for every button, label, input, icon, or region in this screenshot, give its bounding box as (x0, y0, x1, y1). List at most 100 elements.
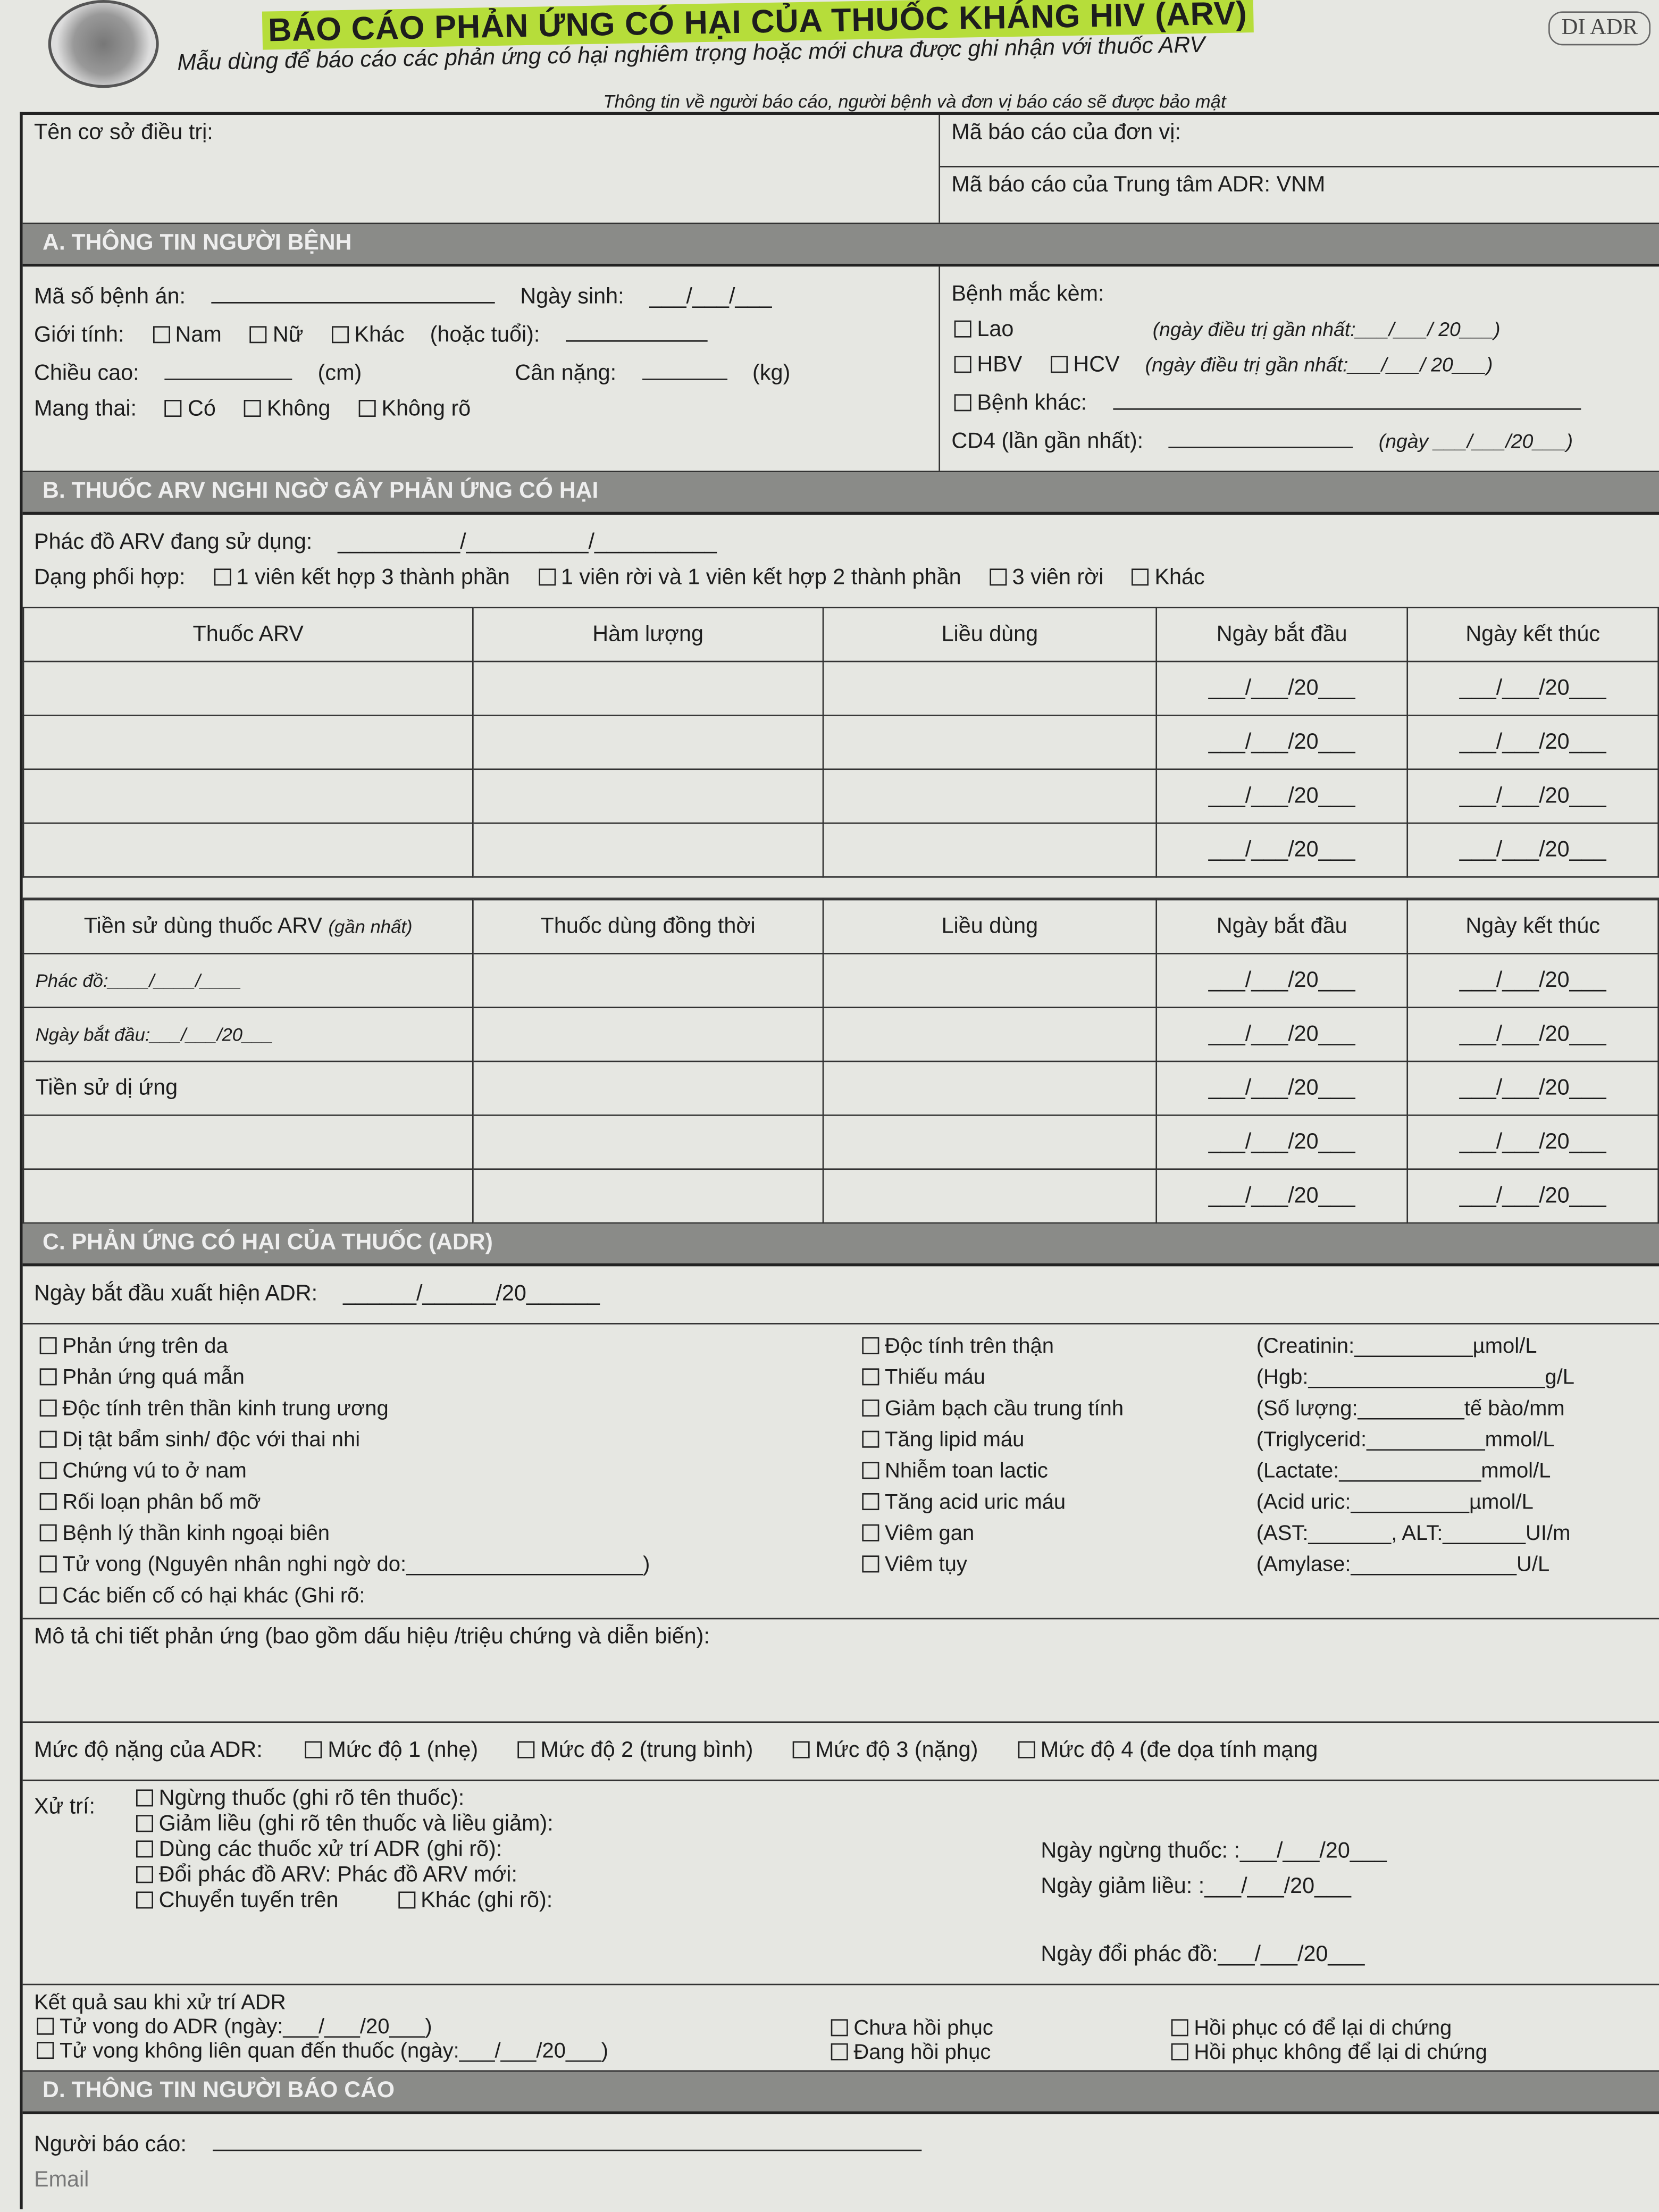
adr-type-option[interactable]: Độc tính trên thần kinh trung ương (37, 1397, 831, 1421)
cd4-input[interactable] (1169, 427, 1353, 448)
checkbox[interactable] (862, 1493, 879, 1511)
allergy-cell[interactable] (22, 1168, 474, 1224)
management-option[interactable]: Ngừng thuốc (ghi rõ tên thuốc): (133, 1787, 1041, 1812)
lab-value-input[interactable]: (Acid uric:__________µmol/L (1256, 1490, 1534, 1515)
cd4-date[interactable]: (ngày ___/___/20___) (1378, 430, 1573, 453)
record-no-input[interactable] (211, 282, 495, 304)
outcome-recovering[interactable]: Đang hồi phục (828, 2040, 1168, 2065)
facility-field[interactable]: Tên cơ sở điều trị: (23, 115, 941, 223)
sex-male-checkbox[interactable]: Nam (150, 323, 222, 349)
stop-date-input[interactable]: Ngày ngừng thuốc: :___/___/20___ (1041, 1839, 1387, 1864)
adr-type-option[interactable]: Các biến cố có hại khác (Ghi rõ: (37, 1584, 831, 1608)
concomitant-cell[interactable] (822, 1168, 1158, 1224)
checkbox[interactable] (39, 1524, 57, 1541)
checkbox[interactable] (136, 1840, 154, 1858)
drug-cell[interactable] (822, 822, 1158, 878)
end-date-cell[interactable]: ___/___/20___ (1406, 715, 1659, 770)
start-date-cell[interactable]: ___/___/20___ (1155, 660, 1409, 716)
management-option[interactable]: Chuyển tuyến trên Khác (ghi rõ): (133, 1889, 1041, 1914)
checkbox[interactable] (39, 1430, 57, 1448)
drug-cell[interactable] (822, 768, 1158, 824)
adr-type-option[interactable]: Tử vong (Nguyên nhân nghi ngờ do:_______… (37, 1553, 831, 1577)
outcome-recovered-sequelae[interactable]: Hồi phục có để lại di chứng (1168, 2016, 1647, 2040)
drug-cell[interactable] (22, 822, 474, 878)
onset-date-input[interactable]: ______/______/20______ (343, 1281, 600, 1306)
unit-code-field[interactable]: Mã báo cáo của đơn vị: (940, 115, 1659, 167)
combo-option-other[interactable]: Khác (1129, 566, 1205, 591)
drug-cell[interactable] (472, 768, 824, 824)
concomitant-cell[interactable] (822, 953, 1158, 1009)
concomitant-cell[interactable] (822, 1007, 1158, 1062)
checkbox[interactable] (39, 1555, 57, 1573)
allergy-cell[interactable]: Tiền sử dị ứng (22, 1060, 474, 1116)
concomitant-cell[interactable] (472, 1168, 824, 1224)
combo-option-3[interactable]: 3 viên rời (987, 566, 1103, 591)
end-date-cell[interactable]: ___/___/20___ (1406, 768, 1659, 824)
adr-lab-option[interactable]: Thiếu máu (859, 1365, 1228, 1389)
end-date-cell[interactable]: ___/___/20___ (1406, 1115, 1659, 1170)
hepatitis-latest-date[interactable]: (ngày điều trị gần nhất:___/___/ 20___) (1145, 353, 1493, 376)
adr-lab-option[interactable]: Viêm gan (859, 1521, 1228, 1546)
checkbox[interactable] (862, 1400, 879, 1417)
drug-cell[interactable] (22, 715, 474, 770)
start-date-cell[interactable]: ___/___/20___ (1155, 715, 1409, 770)
start-date-cell[interactable]: ___/___/20___ (1155, 1007, 1409, 1062)
lab-value-input[interactable]: (Số lượng:_________tế bào/mm (1256, 1396, 1565, 1421)
checkbox[interactable] (862, 1462, 879, 1479)
end-date-cell[interactable]: ___/___/20___ (1406, 953, 1659, 1009)
drug-cell[interactable] (472, 822, 824, 878)
adr-lab-option[interactable]: Viêm tụy (859, 1553, 1228, 1577)
severity-option[interactable]: Mức độ 4 (đe dọa tính mạng (1015, 1738, 1318, 1763)
height-input[interactable] (164, 359, 292, 380)
other-disease-checkbox[interactable]: Bệnh khác: (951, 391, 1087, 417)
drug-cell[interactable] (822, 715, 1158, 770)
drug-cell[interactable] (22, 768, 474, 824)
checkbox[interactable] (39, 1587, 57, 1604)
lab-value-input[interactable]: (Hgb:____________________g/L (1256, 1365, 1575, 1390)
tb-checkbox[interactable]: Lao (951, 317, 1013, 343)
drug-cell[interactable] (472, 715, 824, 770)
regimen-input[interactable]: __________/__________/__________ (338, 530, 717, 555)
combo-option-2[interactable]: 1 viên rời và 1 viên kết hợp 2 thành phầ… (535, 566, 961, 591)
adr-lab-option[interactable]: Giảm bạch cầu trung tính (859, 1397, 1228, 1421)
concomitant-cell[interactable] (822, 1115, 1158, 1170)
checkbox[interactable] (39, 1368, 57, 1386)
checkbox[interactable] (862, 1337, 879, 1354)
severity-option[interactable]: Mức độ 3 (nặng) (790, 1738, 978, 1763)
end-date-cell[interactable]: ___/___/20___ (1406, 1168, 1659, 1224)
start-date-cell[interactable]: ___/___/20___ (1155, 1060, 1409, 1116)
pregnant-yes-checkbox[interactable]: Có (162, 397, 216, 423)
drug-cell[interactable] (822, 660, 1158, 716)
pregnant-no-checkbox[interactable]: Không (241, 397, 330, 423)
drug-cell[interactable] (22, 660, 474, 716)
center-code-field[interactable]: Mã báo cáo của Trung tâm ADR: VNM (940, 167, 1659, 204)
adr-type-option[interactable]: Bệnh lý thần kinh ngoại biên (37, 1521, 831, 1546)
end-date-cell[interactable]: ___/___/20___ (1406, 660, 1659, 716)
end-date-cell[interactable]: ___/___/20___ (1406, 822, 1659, 878)
management-option[interactable]: Giảm liều (ghi rõ tên thuốc và liều giảm… (133, 1812, 1041, 1838)
start-date-cell[interactable]: ___/___/20___ (1155, 953, 1409, 1009)
concomitant-cell[interactable] (472, 1060, 824, 1116)
history-cell[interactable]: Ngày bắt đầu:___/___/20___ (22, 1007, 474, 1062)
adr-lab-option[interactable]: Độc tính trên thận (859, 1334, 1228, 1359)
outcome-recovered-no-sequelae[interactable]: Hồi phục không để lại di chứng (1168, 2040, 1647, 2065)
concomitant-cell[interactable] (472, 1007, 824, 1062)
checkbox[interactable] (862, 1555, 879, 1573)
concomitant-cell[interactable] (472, 953, 824, 1009)
weight-input[interactable] (642, 359, 727, 380)
concomitant-cell[interactable] (472, 1115, 824, 1170)
pregnant-unknown-checkbox[interactable]: Không rõ (356, 397, 471, 423)
checkbox[interactable] (39, 1400, 57, 1417)
checkbox[interactable] (136, 1891, 154, 1909)
checkbox[interactable] (136, 1866, 154, 1883)
management-option[interactable]: Đổi phác đồ ARV: Phác đồ ARV mới: (133, 1863, 1041, 1889)
description-field[interactable]: Mô tả chi tiết phản ứng (bao gồm dấu hiệ… (22, 1619, 1659, 1723)
adr-type-option[interactable]: Phản ứng trên da (37, 1334, 831, 1359)
start-date-cell[interactable]: ___/___/20___ (1155, 768, 1409, 824)
tb-latest-date[interactable]: (ngày điều trị gần nhất:___/___/ 20___) (1152, 317, 1501, 341)
severity-option[interactable]: Mức độ 1 (nhẹ) (302, 1738, 478, 1763)
checkbox[interactable] (136, 1815, 154, 1832)
allergy-cell[interactable] (22, 1115, 474, 1170)
management-option[interactable]: Dùng các thuốc xử trí ADR (ghi rõ): (133, 1838, 1041, 1863)
outcome-death-unrelated[interactable]: Tử vong không liên quan đến thuốc (ngày:… (34, 2039, 828, 2063)
